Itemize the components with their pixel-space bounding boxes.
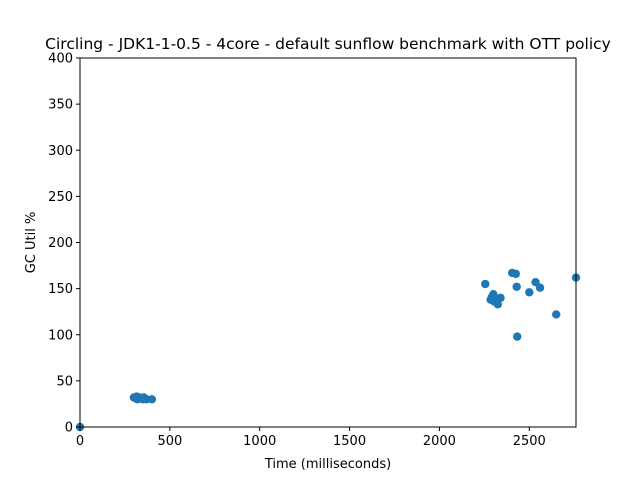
data-point	[512, 282, 521, 291]
data-point	[493, 300, 503, 309]
chart-title: Circling - JDK1-1-0.5 - 4core - default …	[45, 35, 611, 53]
y-tick-label: 50	[56, 374, 73, 389]
data-point	[496, 293, 505, 303]
y-tick-label: 350	[48, 98, 73, 113]
data-point	[552, 310, 561, 319]
x-tick-label: 1500	[333, 434, 366, 449]
y-axis-label: GC Util %	[24, 212, 39, 274]
y-tick-label: 150	[48, 282, 73, 297]
data-point	[481, 279, 490, 289]
x-tick-label: 2000	[423, 434, 456, 449]
y-tick-label: 100	[48, 328, 73, 343]
data-point	[525, 288, 534, 297]
x-tick-label: 0	[76, 434, 84, 449]
data-point	[513, 332, 522, 341]
x-tick-label: 500	[157, 434, 182, 449]
data-point	[147, 395, 157, 404]
x-tick-label: 2500	[513, 434, 546, 449]
y-tick-label: 0	[65, 421, 73, 436]
y-tick-label: 200	[48, 236, 73, 251]
plot-frame	[79, 57, 577, 428]
ticks-layer: 0 500 1000 1500 2000 2500 0 50 100 150 200 250 300 35…	[48, 52, 546, 450]
y-tick-label: 250	[48, 190, 73, 205]
y-tick-label: 400	[48, 52, 73, 67]
data-point	[535, 283, 545, 292]
x-axis-label: Time (milliseconds)	[264, 457, 391, 472]
x-tick-label: 1000	[243, 434, 276, 449]
y-tick-label: 300	[48, 144, 73, 159]
data-point	[511, 269, 520, 279]
